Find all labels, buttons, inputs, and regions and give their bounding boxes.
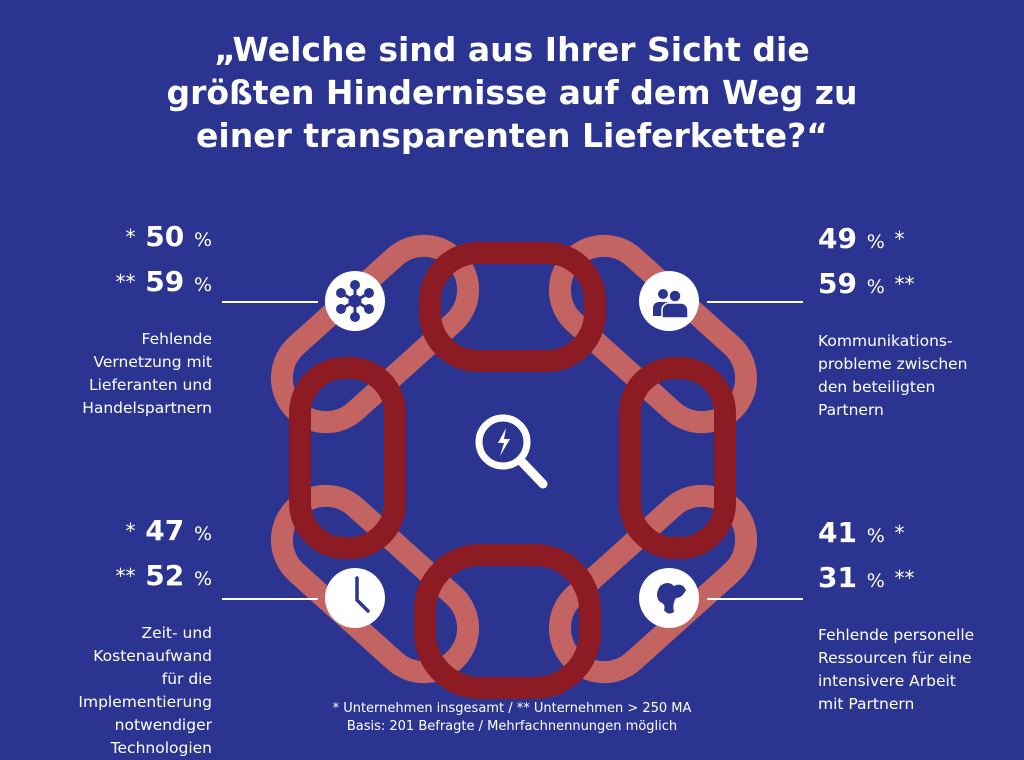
description-line: notwendiger	[114, 716, 212, 734]
headline-line: größten Hindernisse auf dem Weg zu	[166, 73, 858, 112]
description-line: Partnern	[818, 401, 884, 419]
description-line: Kostenaufwand	[93, 647, 212, 665]
footnote-line: Basis: 201 Befragte / Mehrfachnennungen …	[346, 719, 678, 734]
clock-icon	[325, 568, 385, 628]
value-all: 47	[145, 514, 185, 547]
description-line: den beteiligten	[818, 378, 936, 396]
value-all: 49	[818, 222, 857, 255]
description-line: Lieferanten und	[88, 376, 212, 394]
value-large: 59	[145, 265, 185, 298]
chain-link-dark	[619, 357, 736, 559]
value-large: 59	[818, 267, 857, 300]
footnote: * Unternehmen insgesamt / ** Unternehmen…	[262, 700, 762, 736]
value-all: 50	[145, 220, 185, 253]
value-all: 41	[818, 516, 857, 549]
percent-sign: %	[866, 525, 885, 547]
percent-sign: %	[866, 570, 885, 592]
description-line: Zeit- und	[141, 624, 212, 642]
percent-sign: %	[193, 274, 212, 296]
percent-sign: %	[193, 229, 212, 251]
footnote-line: * Unternehmen insgesamt / ** Unternehmen…	[332, 701, 692, 716]
stat-block-top-right: 49 % * 59 % ** Kommunikations- probleme …	[818, 218, 1018, 422]
description-line: intensivere Arbeit	[818, 672, 956, 690]
percent-sign: %	[866, 231, 885, 253]
description-line: Vernetzung mit	[93, 353, 212, 371]
description-line: Technologien	[110, 739, 212, 757]
percent-sign: %	[866, 276, 885, 298]
percent-sign: %	[193, 568, 212, 590]
globe-icon	[639, 568, 699, 628]
description-line: für die	[161, 670, 212, 688]
mark-all: *	[894, 227, 905, 251]
headline: „Welche sind aus Ihrer Sicht die größten…	[0, 28, 1024, 157]
chain-link-dark	[419, 242, 606, 372]
description: Zeit- und Kostenaufwand für die Implemen…	[12, 622, 212, 760]
value-large: 52	[145, 559, 185, 592]
mark-all: *	[894, 521, 905, 545]
description-line: mit Partnern	[818, 695, 915, 713]
chain-link-dark	[289, 357, 406, 559]
stat-block-bottom-right: 41 % * 31 % ** Fehlende personelle Resso…	[818, 512, 1018, 716]
description-line: Ressourcen für eine	[818, 649, 972, 667]
description-line: Handelspartnern	[82, 399, 212, 417]
headline-line: einer transparenten Lieferkette?“	[196, 116, 828, 155]
description-line: Fehlende	[141, 330, 212, 348]
stat-block-bottom-left: * 47 % ** 52 % Zeit- und Kostenaufwand f…	[12, 510, 212, 760]
description: Fehlende Vernetzung mit Lieferanten und …	[12, 328, 212, 420]
mark-all: *	[125, 225, 136, 249]
mark-large: **	[115, 270, 136, 294]
description-line: Kommunikations-	[818, 332, 953, 350]
percent-sign: %	[193, 523, 212, 545]
people-icon	[639, 271, 699, 331]
mark-large: **	[894, 272, 915, 296]
description: Fehlende personelle Ressourcen für eine …	[818, 624, 1018, 716]
description-line: probleme zwischen	[818, 355, 968, 373]
mark-large: **	[115, 564, 136, 588]
magnifier-lightning-icon	[475, 414, 548, 489]
stat-block-top-left: * 50 % ** 59 % Fehlende Vernetzung mit L…	[12, 216, 212, 420]
mark-large: **	[894, 566, 915, 590]
description-line: Implementierung	[78, 693, 212, 711]
value-large: 31	[818, 561, 857, 594]
description: Kommunikations- probleme zwischen den be…	[818, 330, 1018, 422]
headline-line: „Welche sind aus Ihrer Sicht die	[214, 30, 810, 69]
chain-link-dark	[414, 544, 601, 699]
network-icon	[325, 271, 385, 331]
mark-all: *	[125, 519, 136, 543]
description-line: Fehlende personelle	[818, 626, 975, 644]
